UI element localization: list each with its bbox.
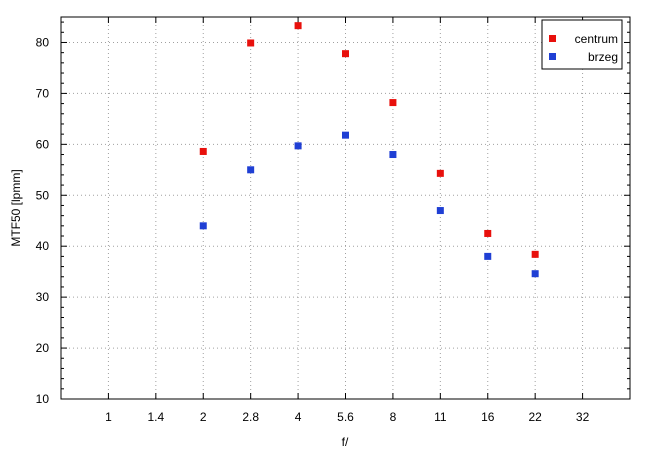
x-tick-labels: 1 1.4 2 2.8 4 5.6 8 11 16 22 32	[105, 410, 590, 424]
point-brzeg-8	[389, 151, 397, 159]
plot-frame	[60, 16, 631, 400]
y-tick-label: 80	[36, 35, 50, 49]
point-centrum-2	[199, 147, 207, 155]
point-brzeg-2.8	[247, 166, 255, 174]
point-centrum-22	[531, 250, 539, 258]
point-centrum-4	[294, 22, 302, 30]
x-tick-label: 8	[390, 410, 397, 424]
point-centrum-5.6	[342, 50, 349, 58]
y-tick-label: 20	[36, 341, 50, 355]
x-tick-label: 2	[200, 410, 207, 424]
y-axis-label: MTF50 [lpmm]	[9, 169, 23, 246]
y-tick-label: 70	[36, 86, 50, 100]
x-tick-label: 5.6	[337, 410, 354, 424]
y-tick-labels: 10 20 30 40 50 60 70 80	[36, 35, 50, 406]
point-centrum-2.8	[247, 39, 255, 47]
data-points	[199, 22, 539, 278]
legend-box	[541, 19, 623, 70]
x-tick-label: 22	[528, 410, 542, 424]
grid-lines	[61, 17, 630, 399]
x-tick-label: 16	[481, 410, 495, 424]
y-tick-label: 30	[36, 290, 50, 304]
x-tick-label: 1.4	[147, 410, 164, 424]
x-tick-label: 1	[105, 410, 112, 424]
x-tick-label: 2.8	[242, 410, 259, 424]
legend: centrum brzeg	[541, 19, 623, 70]
point-brzeg-5.6	[342, 131, 349, 139]
legend-label-brzeg: brzeg	[588, 50, 618, 64]
point-centrum-8	[389, 99, 397, 107]
legend-label-centrum: centrum	[575, 32, 618, 46]
point-brzeg-4	[294, 142, 302, 150]
point-brzeg-2	[199, 222, 207, 230]
y-tick-label: 60	[36, 137, 50, 151]
y-tick-label: 50	[36, 188, 50, 202]
legend-marker-centrum	[549, 35, 556, 42]
point-brzeg-22	[531, 270, 539, 278]
x-axis-label: f/	[342, 435, 349, 449]
point-centrum-11	[436, 169, 444, 177]
x-tick-label: 4	[295, 410, 302, 424]
y-tick-label: 10	[36, 392, 50, 406]
point-centrum-16	[484, 229, 492, 237]
y-tick-label: 40	[36, 239, 50, 253]
x-tick-label: 32	[576, 410, 590, 424]
x-tick-label: 11	[434, 410, 447, 424]
legend-marker-brzeg	[549, 53, 556, 60]
point-brzeg-11	[436, 207, 444, 215]
point-brzeg-16	[484, 252, 492, 260]
